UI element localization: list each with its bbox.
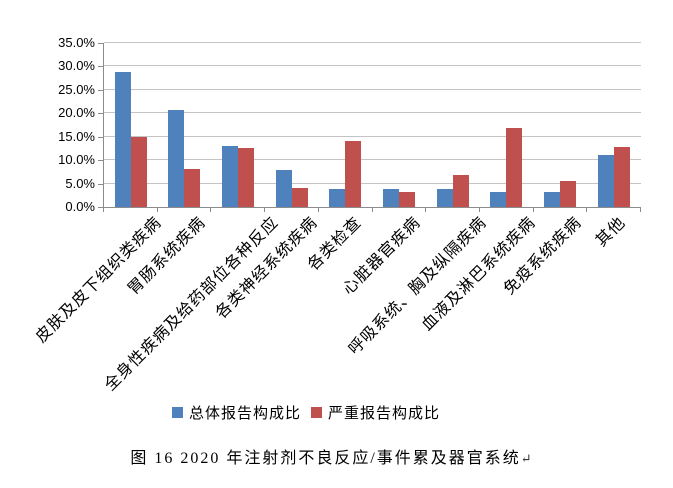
x-axis-tick	[210, 208, 212, 212]
y-axis-tick	[98, 136, 103, 138]
bar-serious-cat4	[291, 187, 308, 207]
bar-overall-cat9	[544, 192, 561, 207]
bar-overall-cat5	[329, 188, 346, 207]
y-axis-label: 20.0%	[58, 105, 95, 121]
paragraph-mark-icon: ↵	[520, 451, 532, 466]
figure-caption: 图 16 2020 年注射剂不良反应/事件累及器官系统↵	[0, 444, 662, 468]
figure-caption-text: 图 16 2020 年注射剂不良反应/事件累及器官系统	[130, 450, 521, 467]
gridline	[104, 65, 641, 67]
legend-swatch-overall-icon	[171, 407, 183, 418]
y-axis-tick	[98, 160, 103, 162]
bar-overall-cat2	[168, 110, 185, 207]
bar-overall-cat7	[436, 189, 453, 207]
y-axis-label: 35.0%	[58, 35, 95, 50]
gridline	[104, 88, 641, 90]
y-axis-label: 0.0%	[65, 199, 95, 214]
bar-serious-cat1	[130, 136, 147, 207]
x-axis-label: 其他	[593, 214, 630, 251]
gridline	[104, 112, 641, 114]
x-axis-tick	[264, 208, 266, 212]
bar-overall-cat10	[597, 155, 614, 207]
bar-serious-cat8	[506, 128, 523, 207]
bar-serious-cat10	[613, 147, 630, 207]
bar-serious-cat7	[452, 174, 469, 207]
legend-label-overall: 总体报告构成比	[188, 405, 301, 422]
y-axis-label: 25.0%	[58, 81, 95, 97]
bar-overall-cat8	[490, 192, 507, 207]
bar-overall-cat3	[221, 145, 238, 207]
bar-overall-cat4	[275, 170, 292, 207]
x-axis-tick	[586, 208, 588, 212]
y-axis-label: 10.0%	[58, 152, 95, 168]
y-axis-label: 15.0%	[58, 128, 95, 144]
gridline	[104, 42, 641, 43]
x-axis-tick	[425, 208, 427, 212]
x-axis-tick	[317, 208, 319, 212]
legend-item-serious: 严重报告构成比	[311, 402, 440, 423]
gridline	[104, 182, 641, 184]
x-axis-tick	[371, 208, 373, 212]
legend-item-overall: 总体报告构成比	[171, 402, 301, 423]
y-axis-tick	[98, 113, 103, 115]
legend-swatch-serious-icon	[311, 407, 322, 418]
y-axis-tick	[98, 183, 103, 185]
bar-overall-cat6	[383, 188, 399, 207]
plot-area	[103, 42, 641, 208]
y-axis-label: 5.0%	[65, 175, 95, 191]
bar-serious-cat2	[184, 169, 201, 207]
y-axis-tick	[98, 207, 103, 208]
x-axis-tick	[532, 208, 534, 212]
y-axis-label: 30.0%	[58, 58, 95, 74]
gridline	[104, 135, 641, 137]
bar-serious-cat9	[560, 180, 577, 207]
y-axis-tick	[98, 43, 103, 44]
y-axis-tick	[98, 66, 103, 68]
gridline	[104, 159, 641, 161]
legend: 总体报告构成比 严重报告构成比	[0, 402, 612, 423]
bar-serious-cat3	[237, 147, 254, 207]
x-axis-tick	[103, 208, 104, 212]
bar-serious-cat6	[399, 192, 415, 207]
x-axis-tick	[478, 208, 480, 212]
bar-overall-cat1	[114, 72, 131, 207]
bar-serious-cat5	[345, 141, 362, 207]
x-axis-tick	[156, 208, 158, 212]
y-axis-tick	[98, 89, 103, 91]
x-axis-tick	[640, 208, 641, 212]
legend-label-serious: 严重报告构成比	[328, 405, 441, 422]
